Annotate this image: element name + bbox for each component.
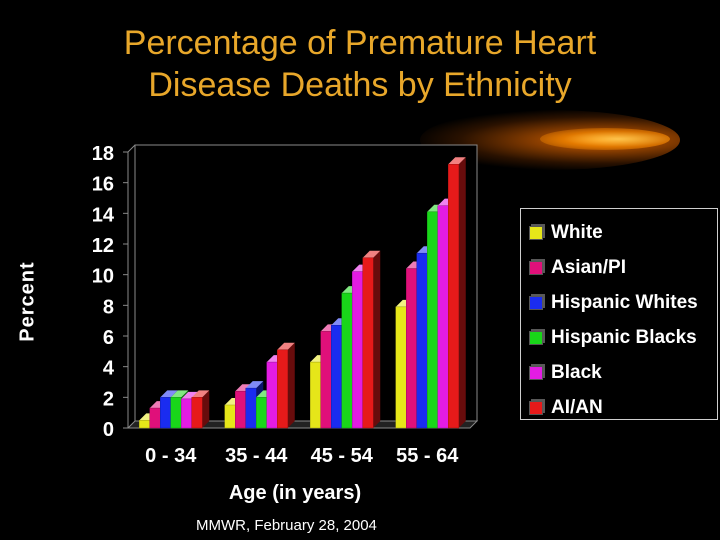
y-tick-label: 14 — [92, 204, 115, 226]
legend-label-ai-an: AI/AN — [551, 396, 603, 418]
x-tick-label: 0 - 34 — [145, 445, 197, 467]
y-tick-label: 16 — [92, 174, 114, 196]
bar — [437, 205, 449, 429]
bar — [235, 390, 246, 429]
bar — [245, 387, 257, 429]
legend-label-hispanic-blacks: Hispanic Blacks — [551, 326, 697, 348]
bar — [416, 252, 428, 429]
bar — [266, 361, 278, 429]
chart-title-line-2: Disease Deaths by Ethnicity — [148, 66, 572, 104]
y-tick-label: 12 — [92, 235, 114, 257]
source-citation: MMWR, February 28, 2004 — [196, 517, 377, 534]
bar — [427, 211, 438, 429]
bar — [149, 407, 161, 429]
y-tick-label: 8 — [103, 296, 114, 318]
legend-label-black: Black — [551, 361, 602, 383]
legend-item-hispanic-whites: Hispanic Whites — [529, 285, 717, 320]
legend-swatch-hispanic-blacks — [529, 330, 543, 345]
bar-top — [191, 390, 210, 398]
bar — [406, 268, 417, 429]
bar — [395, 306, 407, 429]
legend-label-white: White — [551, 221, 603, 243]
bar-top — [362, 250, 381, 258]
legend-swatch-hispanic-whites — [529, 295, 543, 310]
y-axis-label: Percent — [16, 261, 39, 342]
x-axis-label: Age (in years) — [228, 482, 362, 504]
bar-side — [287, 342, 295, 428]
x-tick-label: 35 - 44 — [225, 445, 288, 467]
legend-item-black: Black — [529, 355, 717, 390]
y-tick-label: 0 — [103, 419, 114, 441]
legend-label-asian-pi: Asian/PI — [551, 256, 626, 278]
y-tick-label: 10 — [92, 266, 114, 288]
y-tick-label: 2 — [103, 388, 114, 410]
bar-top — [245, 381, 264, 389]
bar-top — [277, 342, 295, 350]
bar — [331, 325, 342, 429]
legend-swatch-black — [529, 365, 543, 380]
bar — [352, 271, 363, 429]
x-tick-label: 55 - 64 — [396, 445, 459, 467]
bar-side — [458, 157, 466, 428]
bar-side — [373, 250, 381, 428]
bar — [362, 257, 374, 429]
bar — [224, 404, 236, 429]
bar-side — [202, 390, 210, 428]
bar-top — [160, 390, 178, 398]
bar — [310, 361, 321, 429]
bar — [448, 164, 459, 429]
legend-item-ai-an: AI/AN — [529, 390, 717, 425]
bar — [160, 397, 171, 429]
bar — [170, 397, 182, 429]
legend-item-white: White — [529, 215, 717, 250]
bar — [320, 331, 332, 429]
bar — [181, 398, 192, 429]
bar — [341, 292, 353, 429]
legend-swatch-asian-pi — [529, 260, 543, 275]
y-tick-label: 18 — [92, 143, 114, 165]
bar — [139, 420, 150, 429]
x-tick-label: 45 - 54 — [311, 445, 374, 467]
legend-item-hispanic-blacks: Hispanic Blacks — [529, 320, 717, 355]
bar-top — [448, 157, 466, 165]
y-axis-top-edge — [127, 144, 136, 153]
chart-title-line-1: Percentage of Premature Heart — [123, 24, 597, 62]
y-tick-label: 6 — [103, 327, 114, 349]
chart-title: Percentage of Premature Heart Disease De… — [0, 22, 720, 106]
legend: White Asian/PI Hispanic Whites Hispanic … — [520, 208, 718, 420]
legend-item-asian-pi: Asian/PI — [529, 250, 717, 285]
y-tick-label: 4 — [103, 358, 115, 380]
legend-label-hispanic-whites: Hispanic Whites — [551, 291, 698, 313]
bar-top — [181, 391, 199, 399]
bar — [277, 349, 288, 429]
bar-top — [170, 390, 189, 398]
legend-swatch-white — [529, 225, 543, 240]
bar — [191, 397, 203, 429]
bar — [256, 397, 267, 429]
title-glow-highlight — [540, 128, 670, 150]
legend-swatch-ai-an — [529, 400, 543, 415]
